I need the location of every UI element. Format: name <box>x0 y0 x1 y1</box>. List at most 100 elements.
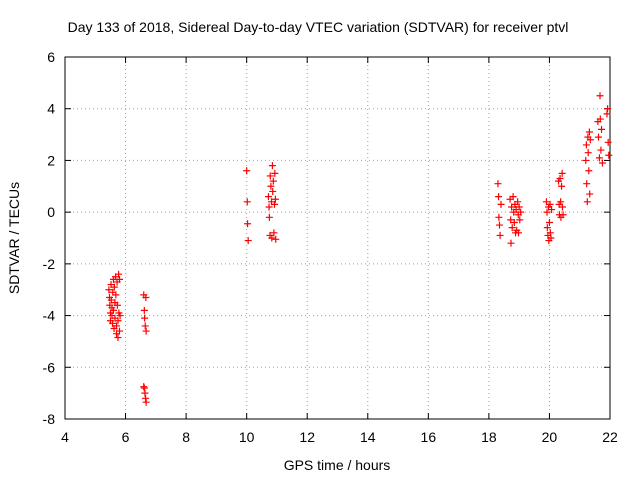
data-point <box>604 138 612 146</box>
data-point <box>142 293 150 301</box>
y-tick-label: 4 <box>47 101 55 117</box>
data-point <box>584 149 592 157</box>
data-point <box>271 195 279 203</box>
data-point <box>243 198 251 206</box>
data-point <box>510 218 518 226</box>
data-point <box>603 110 611 118</box>
data-point <box>496 231 504 239</box>
data-point <box>265 213 273 221</box>
data-point <box>604 105 612 113</box>
data-point <box>105 286 113 294</box>
data-point <box>114 317 122 325</box>
data-point <box>267 182 275 190</box>
data-point <box>507 239 515 247</box>
data-point <box>597 146 605 154</box>
x-tick-label: 8 <box>182 429 190 445</box>
data-point <box>596 92 604 100</box>
data-point <box>497 200 505 208</box>
data-point <box>271 169 279 177</box>
x-tick-label: 16 <box>421 429 437 445</box>
chart-title: Day 133 of 2018, Sidereal Day-to-day VTE… <box>68 19 569 35</box>
data-point <box>582 156 590 164</box>
x-axis-label: GPS time / hours <box>284 457 391 473</box>
data-point <box>508 224 516 232</box>
data-point <box>243 167 251 175</box>
x-tick-label: 14 <box>360 429 376 445</box>
data-point <box>558 203 566 211</box>
y-tick-label: -8 <box>43 411 56 427</box>
data-points <box>105 92 613 406</box>
data-point <box>545 218 553 226</box>
data-point <box>272 235 280 243</box>
data-point <box>268 234 276 242</box>
x-tick-label: 18 <box>481 429 497 445</box>
data-point <box>517 208 525 216</box>
data-point <box>548 206 556 214</box>
data-point <box>141 322 149 330</box>
x-tick-label: 10 <box>239 429 255 445</box>
data-point <box>542 198 550 206</box>
data-point <box>546 229 554 237</box>
x-tick-label: 12 <box>299 429 315 445</box>
data-point <box>515 229 523 237</box>
data-point <box>140 383 148 391</box>
data-point <box>495 193 503 201</box>
data-point <box>583 180 591 188</box>
y-tick-label: 0 <box>47 204 55 220</box>
data-point <box>110 283 118 291</box>
data-point <box>107 296 115 304</box>
data-point <box>515 203 523 211</box>
data-point <box>594 133 602 141</box>
data-point <box>586 136 594 144</box>
data-point <box>141 389 149 397</box>
y-tick-label: -4 <box>43 308 56 324</box>
data-point <box>271 200 279 208</box>
data-point <box>543 224 551 232</box>
data-point <box>113 301 121 309</box>
data-point <box>268 162 276 170</box>
gridlines <box>65 57 610 419</box>
data-point <box>546 200 554 208</box>
data-point <box>115 270 123 278</box>
x-tick-label: 22 <box>602 429 618 445</box>
data-point <box>116 312 124 320</box>
data-point <box>605 151 613 159</box>
y-tick-label: -6 <box>43 359 56 375</box>
x-tick-label: 20 <box>542 429 558 445</box>
data-point <box>264 193 272 201</box>
data-point <box>507 216 515 224</box>
data-point <box>116 275 123 283</box>
data-point <box>509 193 517 201</box>
y-tick-label: 2 <box>47 152 55 168</box>
data-point <box>495 213 503 221</box>
x-tick-label: 6 <box>122 429 130 445</box>
data-point <box>142 327 150 335</box>
data-point <box>266 172 274 180</box>
data-point <box>270 229 278 237</box>
data-point <box>142 394 150 402</box>
data-point <box>109 319 117 327</box>
data-point <box>109 306 117 314</box>
y-tick-label: -2 <box>43 256 56 272</box>
data-point <box>543 208 551 216</box>
data-point <box>582 141 590 149</box>
data-point <box>112 322 120 330</box>
x-tick-label: 4 <box>61 429 69 445</box>
data-point <box>114 334 122 342</box>
data-point <box>244 237 252 245</box>
data-point <box>559 211 567 219</box>
data-point <box>494 180 502 188</box>
data-point <box>547 234 555 242</box>
data-point <box>140 384 148 392</box>
data-point <box>269 177 277 185</box>
data-point <box>598 125 606 133</box>
data-point <box>596 115 604 123</box>
data-point <box>583 198 591 206</box>
data-point <box>516 216 524 224</box>
data-point <box>585 128 593 136</box>
data-point <box>142 398 150 406</box>
data-point <box>495 221 503 229</box>
data-point <box>140 306 148 314</box>
data-point <box>556 175 564 183</box>
